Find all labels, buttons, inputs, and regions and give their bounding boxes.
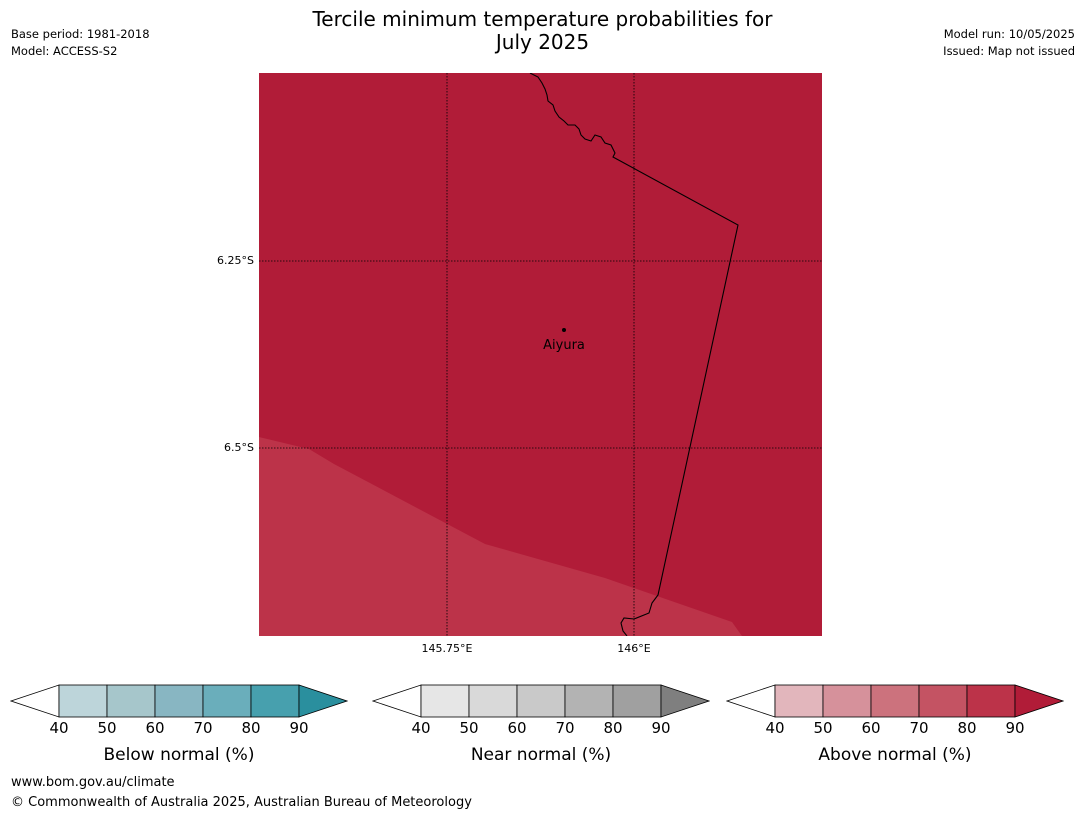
footer: www.bom.gov.au/climate © Commonwealth of…: [11, 773, 472, 813]
colorbar-min-extend: [10, 684, 60, 718]
colorbar-tick-label: 50: [459, 719, 479, 737]
base-period: Base period: 1981-2018: [11, 27, 150, 41]
colorbar-tick-label: 70: [909, 719, 929, 737]
colorbar-segment: [918, 684, 968, 718]
issued-status: Issued: Map not issued: [943, 44, 1075, 58]
colorbar-near: [372, 684, 710, 718]
colorbar-tick-label: 90: [289, 719, 309, 737]
model-run: Model run: 10/05/2025: [943, 27, 1075, 41]
colorbar-max-extend: [1014, 684, 1064, 718]
colorbar-segment: [420, 684, 470, 718]
colorbar-segment: [468, 684, 518, 718]
colorbar-tick-label: 90: [1005, 719, 1025, 737]
colorbar-above: [726, 684, 1064, 718]
colorbar-tick-label: 80: [957, 719, 977, 737]
colorbar-tick-label: 70: [555, 719, 575, 737]
colorbar-max-extend: [298, 684, 348, 718]
footer-link[interactable]: www.bom.gov.au/climate: [11, 775, 175, 790]
title-line-2: July 2025: [495, 30, 590, 54]
city-marker[interactable]: [562, 328, 566, 332]
colorbar-segment: [250, 684, 300, 718]
lon-label-145-75: 145.75°E: [421, 642, 473, 655]
colorbar-title: Below normal (%): [103, 745, 255, 765]
colorbar-segment: [774, 684, 824, 718]
colorbar-tick-label: 40: [765, 719, 785, 737]
colorbar-tick-label: 40: [411, 719, 431, 737]
colorbar-tick-label: 60: [861, 719, 881, 737]
colorbar-min-extend: [726, 684, 776, 718]
colorbar-segment: [202, 684, 252, 718]
colorbar-min-extend: [372, 684, 422, 718]
colorbar-title: Near normal (%): [470, 745, 612, 765]
probability-region-lower: [259, 437, 742, 636]
colorbar-segment: [966, 684, 1016, 718]
colorbar-segment: [516, 684, 566, 718]
meta-left: Base period: 1981-2018 Model: ACCESS-S2: [11, 26, 150, 60]
colorbar-segment: [564, 684, 614, 718]
colorbar-tick-label: 80: [603, 719, 623, 737]
copyright-text: © Commonwealth of Australia 2025, Austra…: [11, 795, 472, 810]
lat-label-6-25: 6.25°S: [217, 254, 254, 267]
colorbar-segment: [822, 684, 872, 718]
colorbar-tick-label: 70: [193, 719, 213, 737]
colorbar-segment: [106, 684, 156, 718]
colorbar-max-extend: [660, 684, 710, 718]
model-name: Model: ACCESS-S2: [11, 44, 118, 58]
meta-right: Model run: 10/05/2025 Issued: Map not is…: [943, 26, 1075, 60]
colorbar-title: Above normal (%): [818, 745, 972, 765]
colorbar-segment: [870, 684, 920, 718]
colorbar-tick-label: 90: [651, 719, 671, 737]
province-border: [529, 73, 739, 636]
page-title: Tercile minimum temperature probabilitie…: [0, 8, 1085, 54]
colorbar-segment: [154, 684, 204, 718]
title-line-1: Tercile minimum temperature probabilitie…: [312, 7, 773, 31]
forecast-map[interactable]: [259, 73, 822, 636]
colorbar-segment: [58, 684, 108, 718]
place-label-aiyura: Aiyura: [543, 338, 585, 353]
lon-label-146: 146°E: [617, 642, 651, 655]
colorbar-below: [10, 684, 348, 718]
colorbar-tick-label: 50: [813, 719, 833, 737]
colorbar-tick-label: 60: [145, 719, 165, 737]
colorbar-tick-label: 60: [507, 719, 527, 737]
colorbar-tick-label: 50: [97, 719, 117, 737]
colorbar-tick-label: 80: [241, 719, 261, 737]
lat-label-6-5: 6.5°S: [224, 441, 254, 454]
colorbar-tick-label: 40: [49, 719, 69, 737]
colorbar-segment: [612, 684, 662, 718]
